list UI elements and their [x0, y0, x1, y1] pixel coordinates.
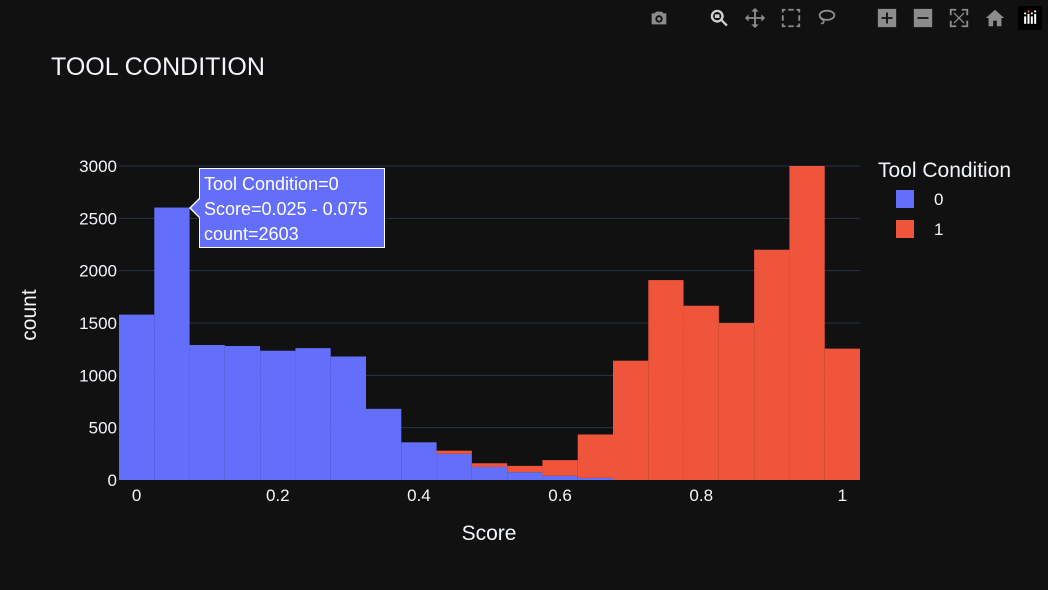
- bar-series1-bin17[interactable]: [718, 323, 755, 480]
- bar-series0-bin2[interactable]: [189, 344, 225, 480]
- zoom-icon[interactable]: [706, 6, 732, 30]
- reset-axes-icon[interactable]: [982, 6, 1008, 30]
- bar-series1-bin11[interactable]: [507, 465, 543, 473]
- x-axis-label: Score: [462, 522, 517, 545]
- bar-series0-bin4[interactable]: [260, 350, 296, 480]
- bar-series0-bin8[interactable]: [401, 442, 437, 480]
- legend-label-0[interactable]: 0: [934, 190, 943, 209]
- bar-series0-bin6[interactable]: [330, 356, 366, 480]
- bar-series1-bin9[interactable]: [436, 450, 472, 454]
- bar-series0-bin13[interactable]: [577, 477, 613, 480]
- bar-series1-bin16[interactable]: [683, 305, 719, 480]
- bar-series0-bin10[interactable]: [471, 466, 508, 480]
- chart-title: TOOL CONDITION: [51, 53, 265, 81]
- pan-icon[interactable]: [742, 6, 768, 30]
- zoom-out-icon[interactable]: [910, 6, 936, 30]
- y-tick-label: 1000: [79, 366, 117, 385]
- legend-swatch-1[interactable]: [896, 220, 914, 238]
- x-tick-label: 0.8: [689, 486, 713, 505]
- y-tick-label: 2000: [79, 262, 117, 281]
- lasso-select-icon[interactable]: [814, 6, 840, 30]
- modebar: [646, 6, 1042, 30]
- bars[interactable]: [119, 166, 860, 480]
- autoscale-icon[interactable]: [946, 6, 972, 30]
- bar-series0-bin0[interactable]: [119, 314, 155, 480]
- legend[interactable]: Tool Condition 0 1: [878, 159, 1011, 239]
- legend-label-1[interactable]: 1: [934, 220, 943, 239]
- y-tick-label: 1500: [79, 314, 117, 333]
- hover-line-count: count=2603: [204, 224, 299, 244]
- bar-series0-bin11[interactable]: [507, 472, 543, 480]
- bar-series1-bin18[interactable]: [754, 249, 790, 480]
- plotly-logo-icon[interactable]: [1018, 6, 1042, 30]
- bar-series0-bin12[interactable]: [542, 475, 578, 480]
- bar-series1-bin15[interactable]: [648, 280, 684, 480]
- box-select-icon[interactable]: [778, 6, 804, 30]
- bar-series0-bin9[interactable]: [436, 453, 472, 480]
- y-axis-label: count: [18, 289, 41, 341]
- x-tick-label: 0.4: [407, 486, 431, 505]
- bar-series0-bin7[interactable]: [366, 408, 402, 480]
- bar-series1-bin14[interactable]: [613, 360, 649, 480]
- x-tick-label: 0.6: [548, 486, 572, 505]
- legend-title: Tool Condition: [878, 159, 1011, 182]
- hover-tooltip: Tool Condition=0 Score=0.025 - 0.075 cou…: [189, 168, 385, 248]
- bar-series1-bin13[interactable]: [577, 434, 613, 478]
- bar-series1-bin12[interactable]: [542, 460, 578, 476]
- zoom-in-icon[interactable]: [874, 6, 900, 30]
- y-tick-labels: 0 500 1000 1500 2000 2500 3000: [79, 157, 117, 490]
- x-tick-labels: 0 0.2 0.4 0.6 0.8 1: [132, 486, 847, 505]
- x-tick-label: 1: [838, 486, 847, 505]
- y-tick-label: 500: [89, 419, 117, 438]
- hover-line-score: Score=0.025 - 0.075: [204, 199, 368, 219]
- bar-series1-bin20[interactable]: [824, 348, 860, 480]
- bar-series1-bin19[interactable]: [789, 166, 825, 480]
- bar-series0-bin1[interactable]: [154, 207, 190, 480]
- legend-swatch-0[interactable]: [896, 190, 914, 208]
- bar-series1-bin10[interactable]: [471, 463, 508, 467]
- y-tick-label: 0: [108, 471, 117, 490]
- x-tick-label: 0.2: [266, 486, 290, 505]
- y-tick-label: 2500: [79, 209, 117, 228]
- y-tick-label: 3000: [79, 157, 117, 176]
- hover-line-condition: Tool Condition=0: [204, 174, 339, 194]
- camera-icon[interactable]: [646, 6, 672, 30]
- x-tick-label: 0: [132, 486, 141, 505]
- bar-series0-bin3[interactable]: [224, 346, 261, 480]
- bar-series0-bin5[interactable]: [295, 348, 331, 480]
